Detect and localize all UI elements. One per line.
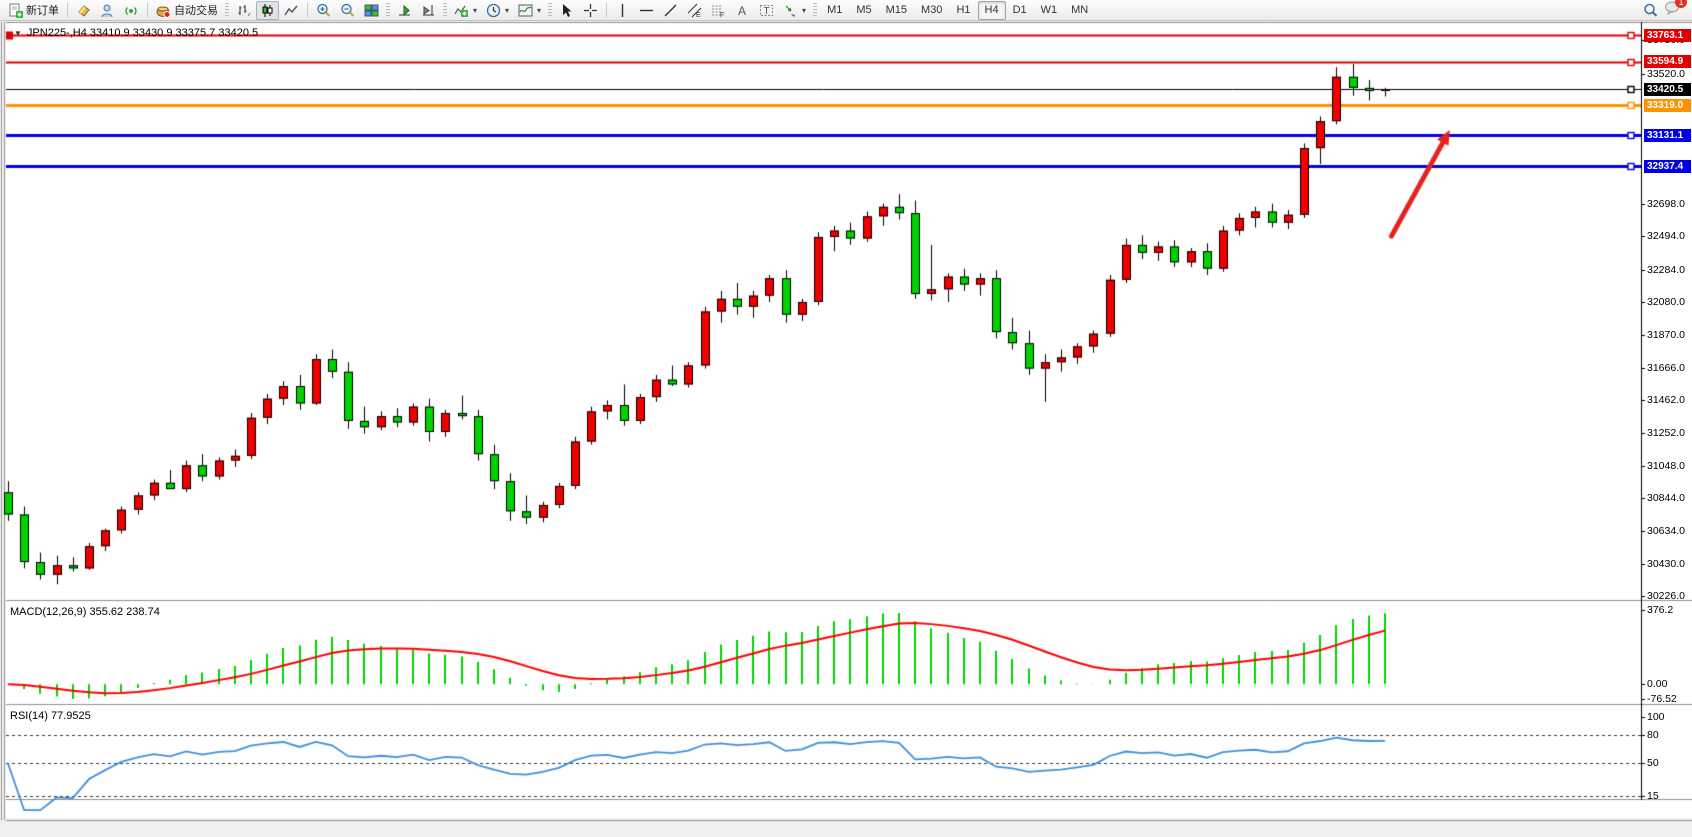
arrows-shapes-icon [785,5,796,17]
cursor-tool-button[interactable] [555,1,578,20]
fibonacci-icon: F [712,5,724,18]
tile-windows-icon [364,4,379,16]
zoom-in-icon [317,3,331,17]
text-icon: A [738,4,746,18]
auto-trading-button[interactable]: 自动交易 [152,1,222,20]
indicators-dropdown-caret[interactable]: ▾ [473,5,478,15]
chart-shift-button[interactable] [417,1,440,20]
svg-text:F: F [720,12,724,18]
timeframe-button-M5[interactable]: M5 [856,4,872,16]
notifications-button[interactable]: 1 [1664,0,1687,20]
signals-button[interactable] [120,1,143,20]
timeframe-button-D1[interactable]: D1 [1012,4,1027,16]
chart-shift-icon [423,4,434,15]
text-label-tool-button[interactable]: T [755,1,778,20]
profile-button[interactable] [96,1,119,20]
indicators-icon [454,5,468,17]
templates-dropdown-caret[interactable]: ▾ [537,5,542,15]
bar-chart-icon [238,4,251,16]
trendline-icon [664,4,677,16]
fibonacci-tool-button[interactable]: F [707,1,730,20]
svg-text:A: A [738,4,746,18]
new-order-button[interactable]: 新订单 [4,1,63,20]
indicators-button[interactable]: ▾ [450,1,481,20]
crosshair-icon [584,3,598,17]
shapes-tool-button[interactable]: ▾ [779,1,810,20]
template-icon [518,4,533,16]
line-chart-type-button[interactable] [280,1,303,20]
equidistant-channel-icon: E [687,3,702,18]
styler-button[interactable] [72,1,95,20]
text-label-icon: T [760,4,774,17]
trendline-tool-button[interactable] [659,1,682,20]
new-order-icon [9,3,23,18]
notification-count-badge: 1 [1675,0,1687,8]
new-order-label: 新订单 [26,5,59,17]
templates-button[interactable]: ▾ [514,1,545,20]
timeframe-button-M15[interactable]: M15 [885,4,908,16]
vertical-line-tool-button[interactable] [611,1,634,20]
timeframe-button-W1[interactable]: W1 [1040,4,1058,16]
clock-icon [486,3,501,17]
timeframe-button-MN[interactable]: MN [1071,4,1089,16]
auto-scroll-icon [399,4,410,16]
svg-text:T: T [764,6,770,17]
bar-chart-type-button[interactable] [232,1,255,20]
shapes-dropdown-caret[interactable]: ▾ [802,5,807,15]
gold-cube-icon [78,4,90,17]
profile-icon [101,4,113,17]
tile-windows-button[interactable] [360,1,383,20]
line-chart-icon [284,5,298,15]
cursor-icon [563,3,572,17]
search-icon[interactable] [1643,3,1658,18]
main-toolbar: 新订单 自动交易 [0,0,1692,21]
periods-button[interactable]: ▾ [482,1,513,20]
svg-text:E: E [696,12,701,18]
zoom-out-icon [341,3,355,17]
candlestick-chart-type-button[interactable] [256,0,279,20]
timeframe-button-H4[interactable]: H4 [977,0,1006,20]
auto-scroll-button[interactable] [393,1,416,20]
auto-trading-label: 自动交易 [174,5,218,17]
timeframe-button-M1[interactable]: M1 [827,4,843,16]
timeframe-bar: M1 M5 M15 M30 H1 H4 D1 W1 MN [820,0,1095,20]
text-tool-button[interactable]: A [731,1,754,20]
signals-icon [125,6,137,15]
crosshair-tool-button[interactable] [579,1,602,20]
timeframe-button-H1[interactable]: H1 [956,4,971,16]
horizontal-line-tool-button[interactable] [635,1,658,20]
candlestick-icon [262,3,273,17]
auto-trading-icon [156,6,171,18]
zoom-out-button[interactable] [336,1,359,20]
horizontal-line-icon [640,9,654,11]
channel-tool-button[interactable]: E [683,1,706,20]
timeframe-button-M30[interactable]: M30 [921,4,943,16]
periods-dropdown-caret[interactable]: ▾ [505,5,510,15]
vertical-line-icon [621,3,624,17]
zoom-in-button[interactable] [312,1,335,20]
